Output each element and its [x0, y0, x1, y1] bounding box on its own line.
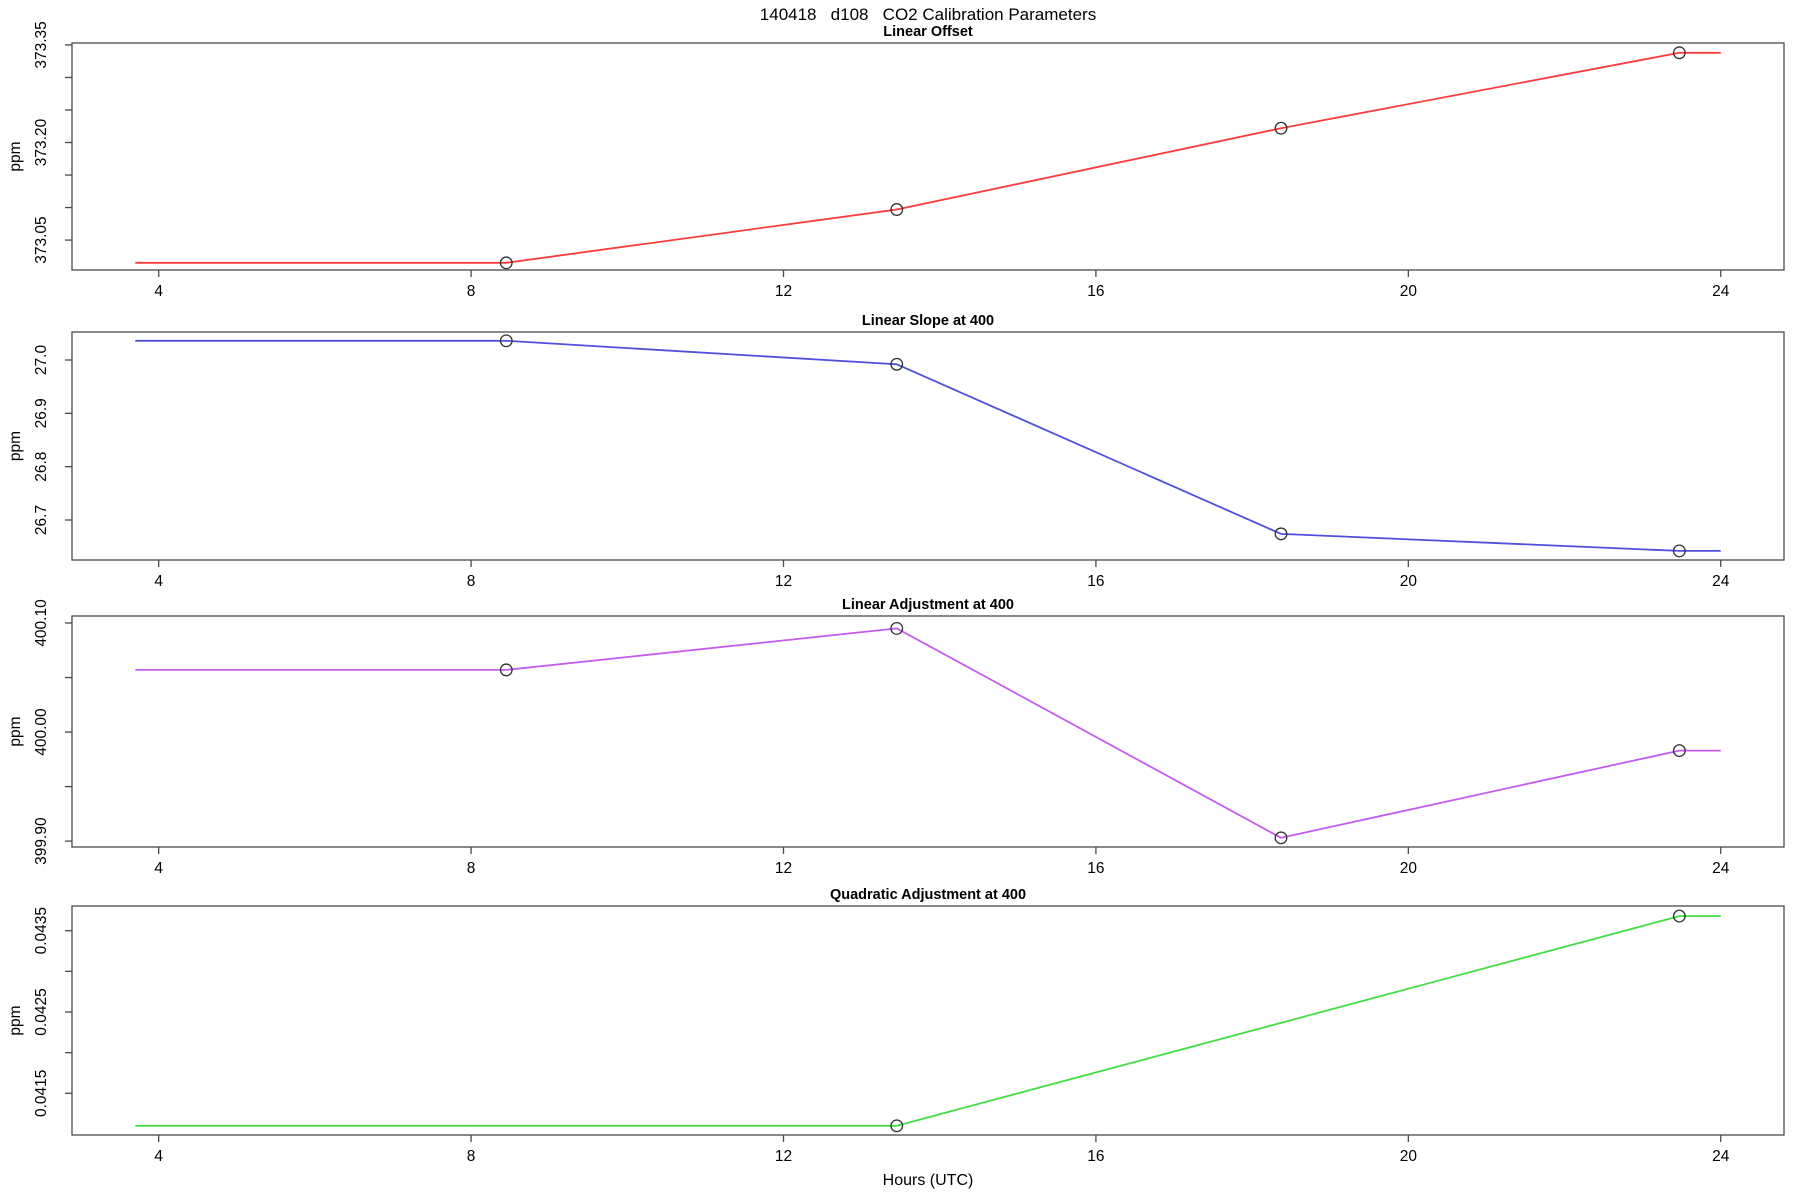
x-tick-label: 12 [775, 1148, 792, 1165]
data-point-marker [890, 1119, 904, 1133]
panel-title: Linear Slope at 400 [862, 313, 994, 329]
y-axis-label: ppm [7, 141, 24, 171]
data-point-marker [1672, 544, 1686, 558]
data-point-marker [1672, 909, 1686, 923]
y-tick-label: 373.20 [33, 118, 50, 166]
panel-frame [71, 331, 1785, 561]
data-point-marker [890, 357, 904, 371]
x-tick-label: 12 [775, 860, 792, 877]
y-axis-label: ppm [7, 1005, 24, 1035]
data-point-marker [499, 256, 513, 270]
panel-frame [71, 42, 1785, 271]
x-tick-label: 4 [154, 1148, 163, 1165]
y-tick-label: 26.7 [33, 505, 50, 535]
data-point-marker [1274, 121, 1288, 135]
panel-quadratic-adjustment-at-400: Quadratic Adjustment at 400 0.0415 0.0425 0… [7, 887, 1785, 1165]
y-axis-label: ppm [7, 431, 24, 461]
x-tick-label: 8 [467, 573, 476, 590]
y-tick-label: 400.00 [33, 708, 50, 756]
x-tick-label: 8 [467, 860, 476, 877]
y-tick-label: 0.0415 [33, 1070, 50, 1117]
data-point-marker [1274, 831, 1288, 845]
x-tick-label: 8 [467, 1148, 476, 1165]
x-axis-label: Hours (UTC) [882, 1172, 974, 1189]
panel-linear-offset: Linear Offset 373.05 373.20 373.35 ppm 4 8 12 16… [7, 21, 1785, 300]
panel-title: Quadratic Adjustment at 400 [830, 887, 1026, 903]
x-tick-label: 16 [1087, 573, 1104, 590]
x-tick-label: 16 [1087, 1148, 1104, 1165]
panel-linear-adjustment-at-400: Linear Adjustment at 400 399.90 400.00 400.… [7, 597, 1785, 877]
panel-linear-slope-at-400: Linear Slope at 400 26.7 26.8 26.9 27.0 ppm 4 8… [7, 313, 1785, 590]
y-tick-label: 0.0435 [33, 907, 50, 954]
x-tick-label: 12 [775, 283, 792, 300]
x-tick-label: 4 [154, 283, 163, 300]
panel-title: Linear Adjustment at 400 [842, 597, 1014, 613]
y-tick-label: 373.35 [33, 21, 50, 68]
data-point-marker [1672, 744, 1686, 758]
panel-frame [71, 615, 1785, 848]
data-point-marker [1274, 527, 1288, 541]
x-tick-label: 24 [1712, 860, 1730, 877]
x-tick-label: 20 [1400, 283, 1418, 300]
y-tick-label: 400.10 [33, 599, 50, 647]
x-tick-label: 4 [154, 860, 163, 877]
y-tick-label: 399.90 [33, 817, 50, 865]
data-point-marker [890, 203, 904, 216]
y-tick-label: 26.8 [33, 452, 50, 482]
x-tick-label: 16 [1087, 283, 1104, 300]
data-point-marker [1672, 46, 1686, 60]
x-tick-label: 20 [1400, 860, 1418, 877]
series-line [135, 51, 1721, 264]
x-tick-label: 24 [1712, 1148, 1730, 1165]
panel-frame [71, 905, 1785, 1136]
series-line [135, 627, 1721, 839]
y-axis-label: ppm [7, 716, 24, 746]
x-tick-label: 16 [1087, 860, 1104, 877]
data-point-marker [499, 663, 513, 677]
y-tick-label: 373.05 [33, 216, 50, 263]
x-tick-label: 20 [1400, 1148, 1418, 1165]
y-tick-label: 27.0 [33, 345, 50, 376]
panel-title: Linear Offset [883, 24, 973, 40]
x-tick-label: 12 [775, 573, 792, 590]
x-tick-label: 20 [1400, 573, 1418, 590]
x-tick-label: 8 [467, 283, 476, 300]
y-tick-label: 0.0425 [33, 988, 50, 1035]
series-line [135, 339, 1721, 552]
x-tick-label: 4 [154, 573, 163, 590]
data-point-marker [499, 334, 513, 348]
main-title: 140418 d108 CO2 Calibration Parameters [759, 5, 1097, 24]
data-point-marker [890, 621, 904, 635]
x-tick-label: 24 [1712, 283, 1730, 300]
y-tick-label: 26.9 [33, 398, 50, 428]
series-line [135, 915, 1721, 1127]
x-tick-label: 24 [1712, 573, 1730, 590]
